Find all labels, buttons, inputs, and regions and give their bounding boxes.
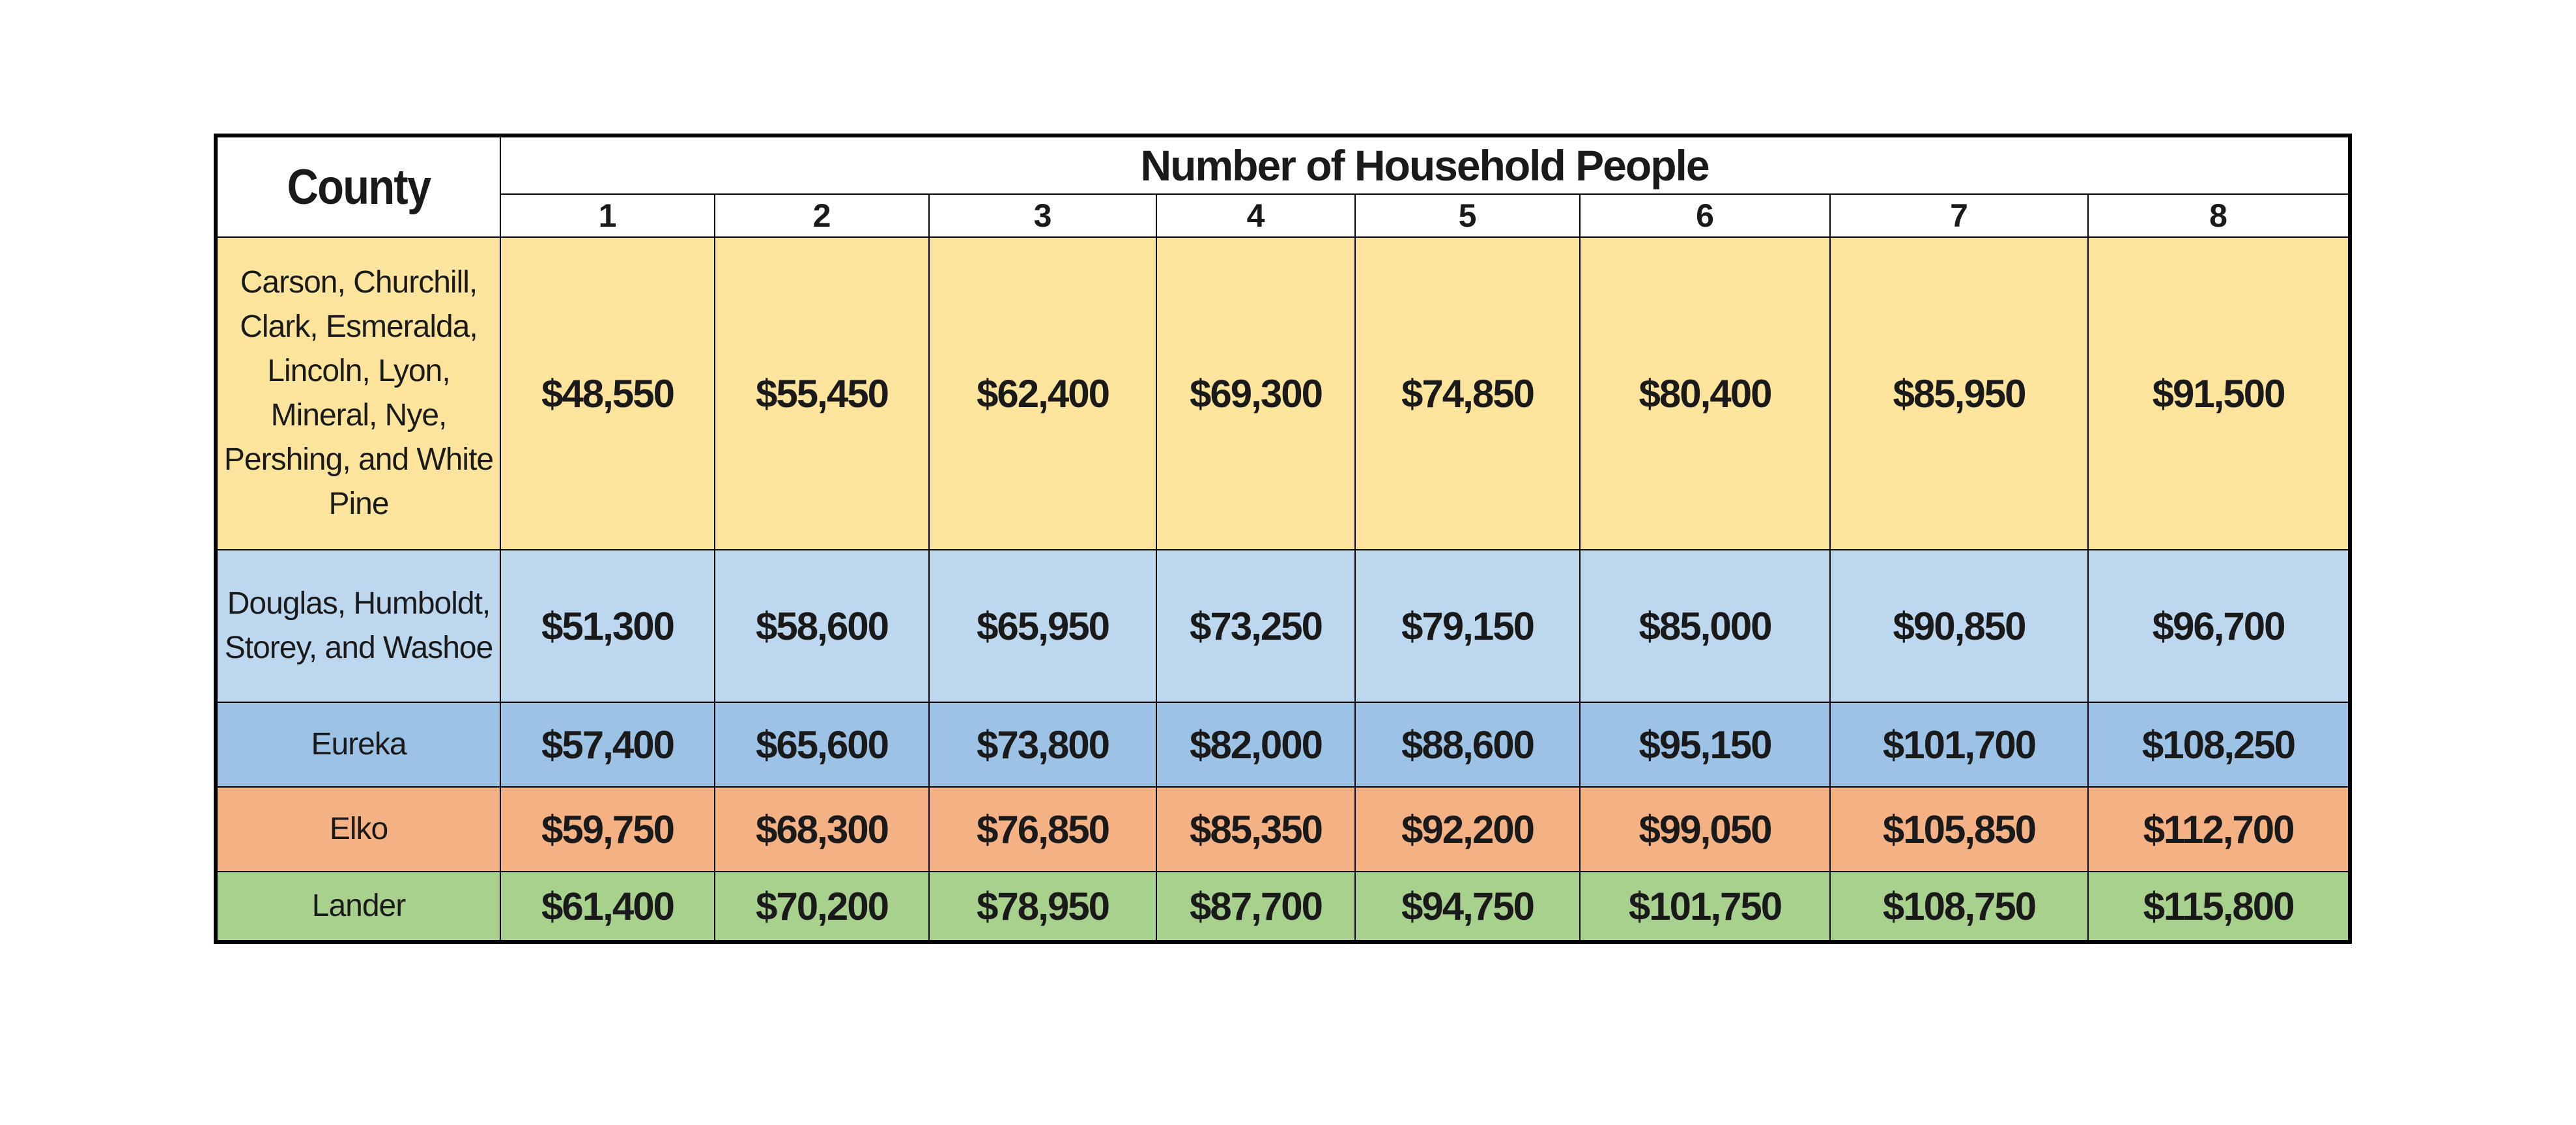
county-name-cell: Lander [215, 871, 501, 943]
county-name-cell: Elko [215, 786, 501, 872]
income-limit-cell: $85,000 [1579, 549, 1831, 703]
income-limit-cell: $92,200 [1354, 786, 1581, 872]
income-limit-cell: $108,750 [1829, 871, 2089, 943]
household-size-header: 3 [928, 193, 1157, 238]
table-row: Douglas, Humboldt, Storey, and Washoe $5… [215, 549, 2351, 703]
county-column-header: County [215, 135, 501, 238]
county-name-cell: Eureka [215, 702, 501, 788]
income-limit-cell: $82,000 [1156, 702, 1356, 788]
income-limit-cell: $61,400 [500, 871, 715, 943]
income-limit-cell: $76,850 [928, 786, 1157, 872]
income-limit-cell: $51,300 [500, 549, 715, 703]
income-limit-cell: $65,950 [928, 549, 1157, 703]
income-limit-cell: $112,700 [2087, 786, 2351, 872]
income-limit-cell: $48,550 [500, 236, 715, 550]
income-limit-cell: $55,450 [714, 236, 930, 550]
income-limit-cell: $115,800 [2087, 871, 2351, 943]
income-limit-cell: $69,300 [1156, 236, 1356, 550]
income-limit-cell: $105,850 [1829, 786, 2089, 872]
income-limit-cell: $57,400 [500, 702, 715, 788]
income-limit-cell: $96,700 [2087, 549, 2351, 703]
income-limit-cell: $73,250 [1156, 549, 1356, 703]
income-limit-cell: $85,950 [1829, 236, 2089, 550]
income-limit-cell: $70,200 [714, 871, 930, 943]
household-size-header: 7 [1829, 193, 2089, 238]
income-limit-cell: $85,350 [1156, 786, 1356, 872]
income-limit-cell: $73,800 [928, 702, 1157, 788]
household-size-header: 4 [1156, 193, 1356, 238]
table-row: Elko $59,750 $68,300 $76,850 $85,350 $92… [215, 786, 2351, 872]
income-limit-cell: $88,600 [1354, 702, 1581, 788]
income-limit-cell: $58,600 [714, 549, 930, 703]
household-size-header: 8 [2087, 193, 2351, 238]
income-limit-cell: $74,850 [1354, 236, 1581, 550]
household-size-header: 6 [1579, 193, 1831, 238]
income-limit-cell: $62,400 [928, 236, 1157, 550]
income-limit-cell: $108,250 [2087, 702, 2351, 788]
household-size-header: 2 [714, 193, 930, 238]
income-limit-cell: $59,750 [500, 786, 715, 872]
income-limit-cell: $99,050 [1579, 786, 1831, 872]
income-limit-cell: $65,600 [714, 702, 930, 788]
income-limit-cell: $78,950 [928, 871, 1157, 943]
income-limit-cell: $101,700 [1829, 702, 2089, 788]
table-row: Lander $61,400 $70,200 $78,950 $87,700 $… [215, 871, 2351, 943]
table-row: Carson, Churchill, Clark, Esmeralda, Lin… [215, 236, 2351, 550]
income-limit-cell: $80,400 [1579, 236, 1831, 550]
income-limit-cell: $87,700 [1156, 871, 1356, 943]
income-limit-cell: $79,150 [1354, 549, 1581, 703]
county-name-cell: Carson, Churchill, Clark, Esmeralda, Lin… [215, 236, 501, 550]
county-name-cell: Douglas, Humboldt, Storey, and Washoe [215, 549, 501, 703]
household-size-header: 5 [1354, 193, 1581, 238]
income-limit-cell: $91,500 [2087, 236, 2351, 550]
income-limit-cell: $68,300 [714, 786, 930, 872]
household-size-header: 1 [500, 193, 715, 238]
income-limit-cell: $95,150 [1579, 702, 1831, 788]
household-people-header: Number of Household People [499, 135, 2351, 195]
income-limit-cell: $94,750 [1354, 871, 1581, 943]
income-limits-table: County Number of Household People 1 2 3 … [214, 134, 2353, 944]
income-limit-cell: $90,850 [1829, 549, 2089, 703]
table-row: Eureka $57,400 $65,600 $73,800 $82,000 $… [215, 702, 2351, 788]
income-limit-cell: $101,750 [1579, 871, 1831, 943]
